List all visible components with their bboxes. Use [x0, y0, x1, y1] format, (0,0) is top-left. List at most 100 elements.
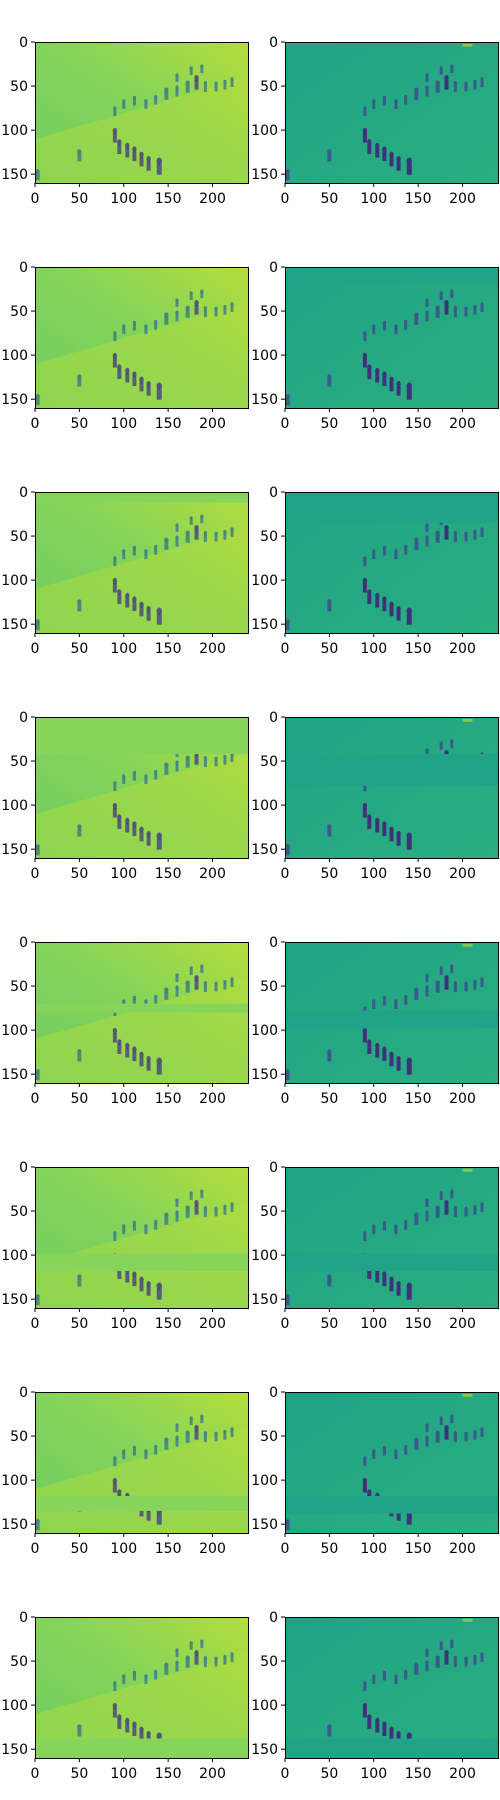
- x-tick-label: 200: [449, 1091, 476, 1107]
- y-tick-label: 50: [10, 1204, 28, 1220]
- x-tick-label: 200: [199, 641, 226, 657]
- panel-row7-left: 0 50 100 150 200 0 50 100 150: [1, 1385, 249, 1557]
- x-tick-label: 50: [320, 1766, 338, 1782]
- x-tick-label: 0: [281, 1091, 290, 1107]
- y-tick-label: 150: [251, 1742, 278, 1758]
- x-tick-label: 200: [449, 1316, 476, 1332]
- y-tick-label: 50: [260, 79, 278, 95]
- masked-band: [35, 1003, 248, 1013]
- panel-row8-left: 0 50 100 150 200 0 50 100 150: [1, 1610, 249, 1782]
- y-tick-label: 150: [251, 842, 278, 858]
- axes-frame: [35, 717, 249, 859]
- x-tick-label: 0: [31, 191, 40, 207]
- panel-image: [285, 267, 498, 408]
- axes-frame: [285, 267, 499, 409]
- y-tick-label: 100: [1, 1473, 28, 1489]
- x-tick-label: 50: [320, 1541, 338, 1557]
- x-tick-label: 100: [360, 1091, 387, 1107]
- y-tick-label: 50: [10, 754, 28, 770]
- x-tick-label: 200: [199, 1766, 226, 1782]
- panel-row3-left: 0 50 100 150 200 0 50 100 150: [1, 485, 249, 657]
- x-tick-label: 0: [31, 641, 40, 657]
- x-tick-label: 200: [449, 1541, 476, 1557]
- x-tick-label: 50: [70, 1091, 88, 1107]
- y-tick-label: 0: [269, 935, 278, 951]
- y-tick-label: 150: [251, 392, 278, 408]
- panel-image: [35, 717, 248, 858]
- panel-image: [35, 42, 248, 183]
- x-tick-label: 100: [110, 1091, 137, 1107]
- axes-frame: [285, 1617, 499, 1759]
- y-tick-label: 0: [269, 1610, 278, 1626]
- y-tick-label: 50: [260, 1204, 278, 1220]
- y-tick-label: 150: [1, 1742, 28, 1758]
- y-tick-label: 100: [251, 573, 278, 589]
- x-tick-label: 150: [155, 1766, 182, 1782]
- x-tick-label: 200: [199, 191, 226, 207]
- x-tick-label: 0: [31, 1091, 40, 1107]
- axes-frame: [35, 942, 249, 1084]
- panel-image: [285, 42, 498, 183]
- x-tick-label: 100: [110, 1766, 137, 1782]
- y-tick-label: 50: [260, 1654, 278, 1670]
- y-tick-label: 50: [260, 979, 278, 995]
- y-tick-label: 100: [1, 1023, 28, 1039]
- x-tick-label: 100: [360, 1766, 387, 1782]
- x-tick-label: 150: [405, 1541, 432, 1557]
- y-tick-label: 0: [269, 35, 278, 51]
- panel-row1-left: 0 50 100 150 200 0 50 100 150: [1, 35, 249, 207]
- masked-band: [285, 1253, 498, 1271]
- x-tick-label: 150: [405, 866, 432, 882]
- x-tick-label: 50: [320, 641, 338, 657]
- x-tick-label: 50: [70, 1541, 88, 1557]
- y-tick-label: 100: [1, 573, 28, 589]
- x-tick-label: 50: [320, 1091, 338, 1107]
- masked-band: [285, 1738, 498, 1758]
- y-tick-label: 50: [10, 79, 28, 95]
- masked-band: [35, 1253, 248, 1271]
- y-tick-label: 100: [251, 798, 278, 814]
- axes-frame: [35, 267, 249, 409]
- y-tick-label: 100: [1, 1248, 28, 1264]
- axes-frame: [285, 717, 499, 859]
- axes-frame: [35, 1167, 249, 1309]
- x-tick-label: 200: [199, 866, 226, 882]
- axes-frame: [285, 1392, 499, 1534]
- panel-row6-right: 0 50 100 150 200 0 50 100 150: [251, 1160, 499, 1332]
- y-tick-label: 0: [19, 935, 28, 951]
- y-tick-label: 0: [19, 710, 28, 726]
- masked-band: [285, 492, 498, 523]
- x-tick-label: 150: [155, 1541, 182, 1557]
- panel-image: [35, 492, 248, 633]
- y-tick-label: 50: [10, 1654, 28, 1670]
- y-tick-label: 50: [10, 1429, 28, 1445]
- y-tick-label: 150: [1, 167, 28, 183]
- x-tick-label: 100: [110, 191, 137, 207]
- panel-row8-right: 0 50 100 150 200 0 50 100 150: [251, 1610, 499, 1782]
- x-tick-label: 100: [360, 191, 387, 207]
- x-tick-label: 100: [360, 641, 387, 657]
- y-tick-label: 0: [269, 710, 278, 726]
- x-tick-label: 150: [405, 191, 432, 207]
- y-tick-label: 50: [260, 304, 278, 320]
- x-tick-label: 100: [110, 1316, 137, 1332]
- x-tick-label: 100: [110, 416, 137, 432]
- masked-band: [35, 492, 248, 503]
- masked-band: [285, 754, 498, 786]
- y-tick-label: 50: [10, 304, 28, 320]
- panel-row5-right: 0 50 100 150 200 0 50 100 150: [251, 935, 499, 1107]
- x-tick-label: 0: [281, 1541, 290, 1557]
- y-tick-label: 0: [19, 260, 28, 276]
- x-tick-label: 150: [405, 1766, 432, 1782]
- x-tick-label: 200: [449, 641, 476, 657]
- panel-image: [35, 942, 248, 1083]
- x-tick-label: 100: [110, 1541, 137, 1557]
- x-tick-label: 200: [199, 1316, 226, 1332]
- x-tick-label: 0: [31, 866, 40, 882]
- x-tick-label: 0: [31, 1766, 40, 1782]
- panel-image: [35, 267, 248, 408]
- x-tick-label: 150: [405, 1091, 432, 1107]
- axes-frame: [285, 42, 499, 184]
- panel-image: [285, 717, 498, 858]
- x-tick-label: 50: [320, 416, 338, 432]
